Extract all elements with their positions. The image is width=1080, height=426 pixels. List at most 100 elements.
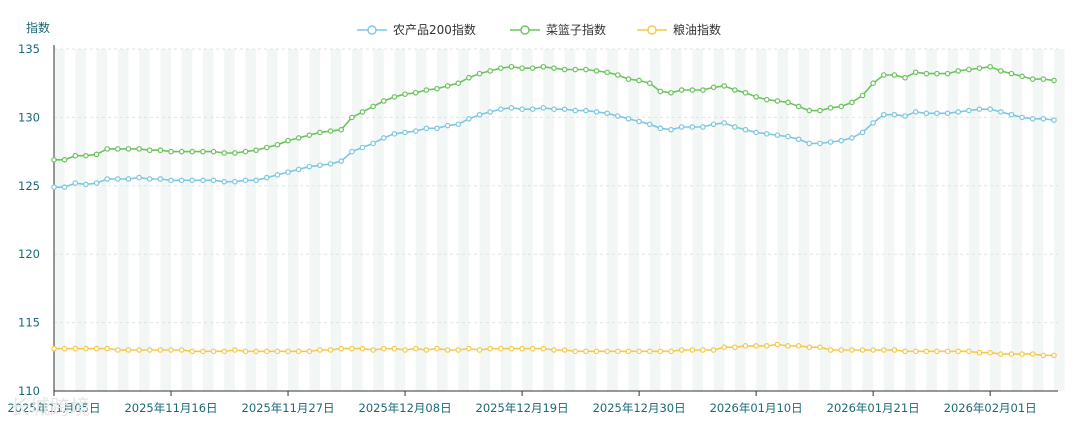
legend-item[interactable]: 农产品200指数 (357, 22, 476, 37)
data-point (678, 347, 685, 353)
data-point (987, 106, 993, 112)
data-point (232, 178, 238, 185)
data-point (263, 174, 270, 181)
x-tick-label: 2025年11月27日 (242, 401, 335, 415)
data-point (178, 347, 185, 353)
data-point (61, 345, 68, 352)
background-band (54, 49, 65, 391)
legend-swatch-marker (647, 25, 657, 35)
data-point (466, 345, 472, 352)
data-point (636, 77, 642, 84)
data-point (955, 348, 962, 355)
background-band (713, 49, 725, 391)
data-point (827, 105, 834, 111)
background-band (479, 49, 491, 391)
data-point (61, 184, 68, 190)
data-point (1019, 73, 1025, 80)
background-band (798, 49, 810, 391)
data-point (157, 347, 164, 353)
background-band (139, 49, 150, 391)
data-point (700, 124, 706, 130)
data-point (402, 91, 408, 97)
y-tick-labels: 110 115 120 125 130 135 (18, 42, 40, 398)
data-point (763, 96, 770, 103)
data-point (380, 135, 387, 141)
legend-label: 菜篮子指数 (546, 22, 606, 37)
data-point (51, 184, 57, 190)
data-point (710, 121, 717, 128)
data-point (817, 140, 823, 147)
data-point (349, 148, 355, 155)
data-point (880, 347, 887, 353)
background-band (160, 49, 172, 391)
data-point (721, 120, 728, 126)
background-band (117, 49, 129, 391)
data-point (476, 111, 483, 118)
data-point (83, 345, 89, 352)
data-point (593, 68, 600, 74)
data-point (774, 98, 781, 104)
data-point (210, 177, 217, 184)
data-point (944, 110, 951, 117)
background-band (692, 49, 703, 391)
data-point (200, 348, 206, 355)
background-band (1032, 49, 1044, 391)
x-tick-label: 2026年01月21日 (827, 401, 920, 415)
data-point (1019, 351, 1025, 357)
y-tick-label: 125 (18, 179, 40, 193)
data-point (402, 347, 408, 353)
data-point (540, 345, 547, 352)
data-point (998, 109, 1004, 115)
data-point (200, 148, 206, 155)
legend-item[interactable]: 粮油指数 (637, 22, 721, 37)
data-point (944, 70, 951, 77)
data-point (370, 103, 376, 110)
data-point (657, 88, 664, 95)
data-point (657, 348, 664, 355)
data-point (955, 68, 962, 74)
legend-item[interactable]: 菜篮子指数 (510, 22, 606, 37)
data-point (189, 348, 196, 355)
data-point (976, 106, 983, 112)
data-point (104, 176, 110, 182)
legend[interactable]: 农产品200指数 菜篮子指数 粮油指数 (357, 22, 721, 37)
data-point (444, 83, 451, 89)
data-point (583, 107, 589, 114)
data-point (1008, 70, 1015, 77)
data-point (934, 70, 940, 77)
data-point (434, 85, 440, 92)
y-tick-label: 115 (18, 316, 40, 330)
data-point (838, 347, 845, 353)
data-point (912, 348, 919, 355)
x-tick-labels: 2025年11月05日 2025年11月16日 2025年11月27日 2025年12… (7, 391, 1037, 415)
data-point (455, 121, 462, 128)
data-point (476, 70, 483, 77)
data-point (657, 125, 664, 132)
data-point (476, 347, 483, 353)
data-point (689, 124, 696, 130)
data-point (721, 83, 728, 89)
data-point (61, 157, 68, 163)
data-point (668, 89, 674, 96)
data-point (189, 148, 196, 155)
data-point (615, 113, 621, 119)
data-point (742, 126, 749, 133)
data-point (391, 345, 398, 352)
data-point (710, 347, 717, 353)
background-band (436, 49, 448, 391)
data-point (678, 87, 685, 93)
data-point (572, 66, 579, 73)
data-point (540, 105, 547, 111)
y-axis-title: 指数 (26, 20, 50, 35)
data-point (891, 72, 898, 78)
background-band (671, 49, 682, 391)
background-band (564, 49, 576, 391)
data-point (902, 348, 908, 355)
data-point (242, 148, 249, 155)
data-point (487, 345, 493, 352)
data-point (93, 151, 100, 158)
data-point (785, 343, 791, 349)
data-point (157, 147, 164, 154)
data-point (295, 135, 302, 141)
axes (53, 45, 1058, 392)
